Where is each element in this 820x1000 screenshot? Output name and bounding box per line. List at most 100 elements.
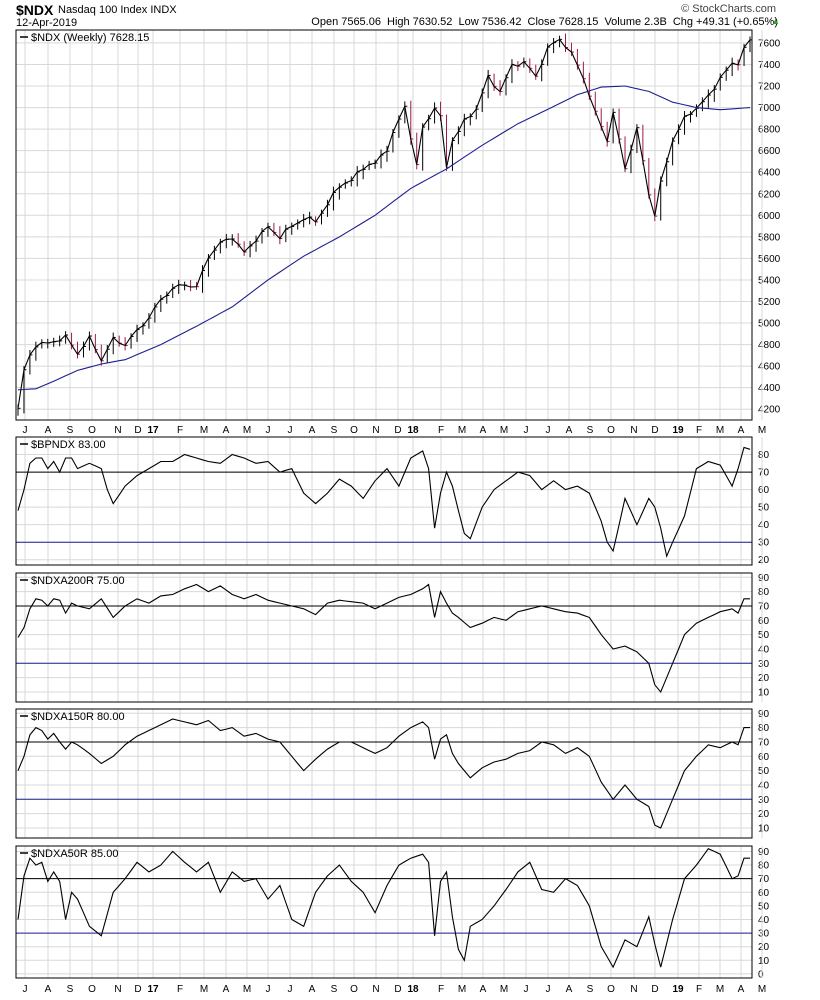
chart-date: 12-Apr-2019 [16, 17, 78, 29]
price-bar [422, 123, 426, 171]
price-bar [267, 222, 271, 237]
y-tick-label: 70 [758, 601, 770, 612]
price-bar [303, 213, 307, 228]
panel-legend: $BPNDX 83.00 [20, 439, 106, 451]
x-tick-label: M [716, 984, 724, 995]
indicator-line [17, 583, 750, 694]
panel-2: 20 30 40 50 60 70 80 $BPNDX 83.00 [15, 436, 770, 566]
chart-instrument-name: Nasdaq 100 Index INDX [58, 4, 177, 16]
price-bar [553, 38, 557, 54]
x-tick-label: J [288, 984, 293, 995]
legend-label: $NDXA150R 80.00 [31, 711, 125, 723]
panel-frame [15, 708, 753, 839]
legend-label: $NDXA200R 75.00 [31, 575, 125, 587]
price-bar [660, 176, 664, 221]
x-tick-label: N [372, 425, 379, 436]
x-tick-label: 19 [672, 984, 684, 995]
y-tick-label: 5600 [758, 254, 781, 265]
x-tick-label: A [480, 425, 487, 436]
legend-label: $BPNDX 83.00 [31, 439, 106, 451]
panel-legend: $NDXA150R 80.00 [20, 711, 125, 723]
y-tick-label: 70 [758, 874, 770, 885]
x-tick-label: F [177, 984, 183, 995]
price-bar [190, 279, 194, 292]
y-tick-label: 6200 [758, 189, 781, 200]
x-tick-label: F [177, 425, 183, 436]
y-tick-label: 7600 [758, 38, 781, 49]
y-tick-label: 90 [758, 847, 770, 858]
price-bar [291, 222, 295, 235]
y-tick-label: 90 [758, 573, 770, 584]
x-tick-label: 17 [147, 984, 159, 995]
price-bar [100, 344, 104, 366]
y-tick-label: 70 [758, 737, 770, 748]
y-tick-label: 40 [758, 644, 770, 655]
y-tick-label: 60 [758, 888, 770, 899]
x-tick-label: J [23, 984, 28, 995]
x-tick-label: A [45, 984, 52, 995]
x-tick-label: M [200, 425, 208, 436]
panel-legend: $NDX (Weekly) 7628.15 [20, 32, 149, 44]
y-tick-label: 50 [758, 503, 770, 514]
chart-symbol: $NDX [16, 2, 54, 18]
price-bar [41, 339, 45, 349]
y-tick-label: 80 [758, 723, 770, 734]
panel-5: 0 10 20 30 40 50 60 70 80 90 $NDXA50R 85.00 [15, 845, 770, 980]
y-tick-label: 70 [758, 468, 770, 479]
y-tick-label: 40 [758, 780, 770, 791]
x-tick-label: J [266, 984, 271, 995]
x-tick-label: 19 [672, 425, 684, 436]
bottom-x-axis: J A S O N D 17 F M A M J J A S O N D 18 F M A M J J A S O N D 19 F M A M [23, 984, 767, 995]
y-tick-label: 60 [758, 616, 770, 627]
panel-frame [15, 29, 753, 421]
y-tick-label: 60 [758, 485, 770, 496]
x-tick-label: N [114, 425, 121, 436]
x-tick-label: O [88, 984, 96, 995]
x-tick-label: D [394, 425, 401, 436]
x-tick-label: S [587, 984, 594, 995]
x-tick-label: M [758, 425, 766, 436]
price-bar [344, 179, 348, 189]
y-tick-label: 50 [758, 766, 770, 777]
y-tick-label: 5800 [758, 232, 781, 243]
x-tick-label: S [67, 984, 74, 995]
legend-label: $NDX (Weekly) 7628.15 [31, 32, 149, 44]
x-tick-label: M [243, 425, 251, 436]
y-tick-label: 40 [758, 520, 770, 531]
y-tick-label: 0 [758, 969, 764, 980]
instrument-name: Nasdaq 100 Index [58, 4, 148, 16]
price-bar [172, 283, 176, 298]
panel-frame [15, 572, 753, 703]
price-bar [53, 337, 57, 347]
y-tick-label: 80 [758, 861, 770, 872]
price-bar [642, 124, 646, 165]
brand-watermark: © StockCharts.com [681, 3, 776, 15]
x-tick-label: N [630, 425, 637, 436]
close-value: 7628.15 [558, 16, 599, 28]
x-tick-label: O [607, 425, 615, 436]
y-tick-label: 80 [758, 450, 770, 461]
x-tick-label: O [350, 984, 358, 995]
y-tick-label: 5400 [758, 275, 781, 286]
indicator-line [17, 848, 750, 969]
panel-3: 10 20 30 40 50 60 70 80 90 $NDXA200R 75.00 [15, 572, 770, 703]
price-bar [648, 158, 652, 199]
y-tick-label: 90 [758, 709, 770, 720]
price-bar [451, 137, 455, 171]
high-value: 7630.52 [412, 16, 453, 28]
x-tick-label: 18 [407, 425, 419, 436]
x-tick-label: D [651, 425, 658, 436]
x-tick-label: J [546, 425, 551, 436]
x-tick-label: A [309, 984, 316, 995]
x-tick-label: A [738, 984, 745, 995]
y-tick-label: 7400 [758, 60, 781, 71]
open-label: Open [311, 16, 339, 28]
panel-legend: $NDXA200R 75.00 [20, 575, 125, 587]
x-tick-label: A [223, 984, 230, 995]
x-tick-label: O [607, 984, 615, 995]
x-tick-label: O [350, 425, 358, 436]
y-tick-label: 10 [758, 956, 770, 967]
y-tick-label: 10 [758, 823, 770, 834]
x-tick-label: M [458, 984, 466, 995]
x-tick-label: A [566, 425, 573, 436]
